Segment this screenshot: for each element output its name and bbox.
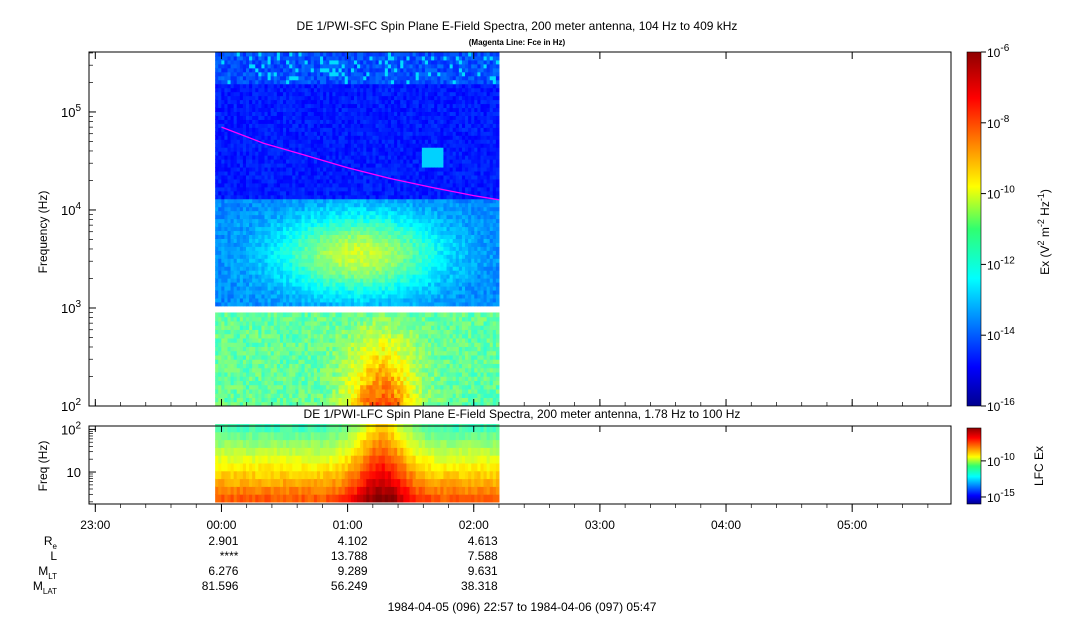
lfc-colorbar-tick-label: 10-15 — [987, 488, 1015, 505]
ephemeris-row-label: MLT — [38, 564, 57, 581]
ephemeris-value: 9.631 — [468, 564, 498, 578]
ephemeris-value: 4.613 — [468, 534, 498, 548]
ephemeris-value: 4.102 — [338, 534, 368, 548]
ephemeris-value: 56.249 — [331, 579, 368, 593]
lfc-colorbar — [966, 427, 982, 505]
x-tick-label: 01:00 — [333, 518, 363, 532]
lfc-colorbar-label: LFC Ex — [1032, 446, 1046, 486]
lfc-y-tick-label: 102 — [61, 420, 81, 437]
sfc-y-label: Frequency (Hz) — [36, 191, 50, 274]
x-tick-label: 05:00 — [837, 518, 867, 532]
x-tick-label: 02:00 — [459, 518, 489, 532]
sfc-colorbar-ticks: 10-6 10-8 10-10 10-12 10-14 10-16 — [981, 43, 1015, 414]
sfc-colorbar — [966, 51, 982, 407]
ephemeris-value: 13.788 — [331, 549, 368, 563]
sfc-plot-frame — [88, 51, 952, 407]
sfc-y-tick-label: 105 — [61, 103, 81, 120]
ephemeris-table: Re 2.901 4.102 4.613 L **** 13.788 7.588 MLT 6.27… — [33, 534, 498, 596]
lfc-colorbar-tick-label: 10-10 — [987, 452, 1015, 469]
sfc-colorbar-tick-label: 10-12 — [987, 255, 1015, 272]
ephemeris-value: 2.901 — [208, 534, 238, 548]
sfc-colorbar-tick-label: 10-6 — [987, 43, 1010, 60]
fce-line — [221, 126, 500, 201]
sfc-colorbar-tick-label: 10-10 — [987, 185, 1015, 202]
ephemeris-row-label: Re — [44, 534, 58, 551]
sfc-subtitle: (Magenta Line: Fce in Hz) — [469, 38, 566, 47]
sfc-y-axis: 102 103 104 105 — [61, 52, 96, 414]
sfc-y-tick-label: 103 — [61, 299, 81, 316]
sfc-spectrogram — [215, 52, 500, 407]
ephemeris-value: 9.289 — [338, 564, 368, 578]
sfc-colorbar-tick-label: 10-16 — [987, 397, 1015, 414]
lfc-colorbar-ticks: 10-10 10-15 — [981, 452, 1015, 505]
x-tick-label: 04:00 — [711, 518, 741, 532]
sfc-colorbar-tick-label: 10-14 — [987, 326, 1015, 343]
ephemeris-value: 7.588 — [468, 549, 498, 563]
x-tick-label: 03:00 — [585, 518, 615, 532]
lfc-plot-frame — [88, 425, 952, 505]
sfc-y-tick-label: 102 — [61, 397, 81, 414]
x-tick-label: 00:00 — [206, 518, 236, 532]
ephemeris-row-label: L — [50, 549, 57, 563]
lfc-y-label: Freq (Hz) — [36, 441, 50, 492]
lfc-spectrogram — [215, 424, 500, 503]
ephemeris-value: **** — [220, 549, 239, 563]
ephemeris-row-label: MLAT — [33, 579, 57, 596]
lfc-title: DE 1/PWI-LFC Spin Plane E-Field Spectra,… — [304, 407, 741, 421]
sfc-title: DE 1/PWI-SFC Spin Plane E-Field Spectra,… — [297, 19, 738, 33]
ephemeris-value: 6.276 — [208, 564, 238, 578]
x-tick-label: 23:00 — [80, 518, 110, 532]
sfc-y-tick-label: 104 — [61, 201, 81, 218]
lfc-y-tick-label: 10 — [67, 465, 81, 480]
ephemeris-value: 81.596 — [202, 579, 239, 593]
sfc-colorbar-label: Ex (V2 m-2 Hz-1) — [1036, 189, 1052, 275]
sfc-colorbar-tick-label: 10-8 — [987, 114, 1010, 131]
time-range-label: 1984-04-05 (096) 22:57 to 1984-04-06 (09… — [388, 600, 657, 614]
ephemeris-value: 38.318 — [461, 579, 498, 593]
x-axis: 23:00 00:00 01:00 02:00 03:00 04:00 05:00 — [80, 52, 929, 532]
